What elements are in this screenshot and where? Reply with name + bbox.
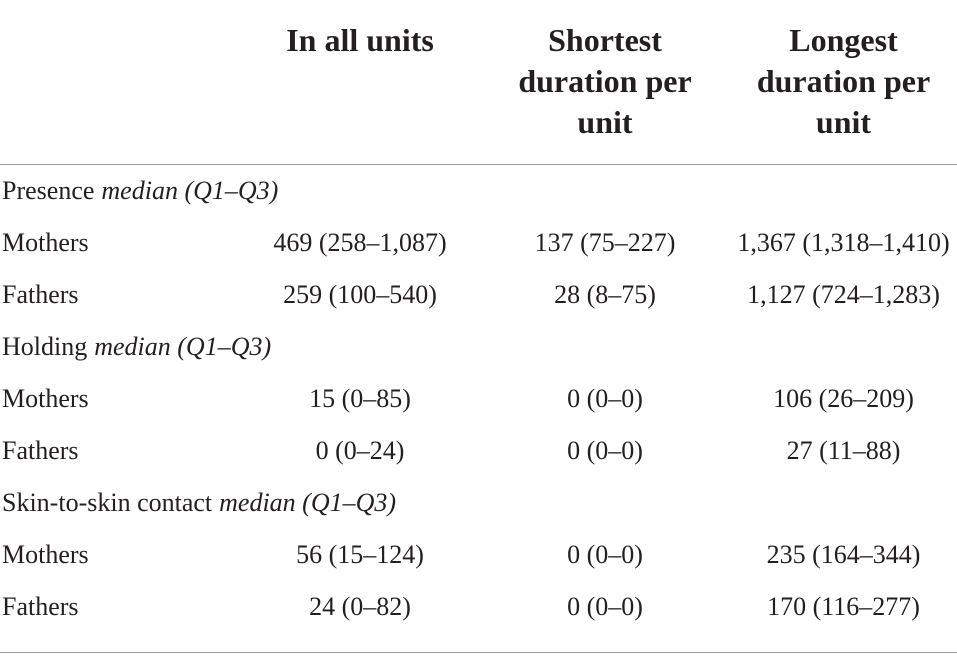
section-row: Presence median (Q1–Q3) (0, 165, 957, 217)
data-cell: 235 (164–344) (766, 540, 921, 569)
row-label: Fathers (2, 592, 79, 621)
section-row: Skin-to-skin contact median (Q1–Q3) (0, 477, 957, 529)
data-cell: 170 (116–277) (767, 592, 920, 621)
section-label: Skin-to-skin contact median (Q1–Q3) (2, 477, 396, 529)
data-cell: 0 (0–0) (567, 436, 643, 465)
data-cell: 24 (0–82) (309, 592, 411, 621)
section-note: median (Q1–Q3) (94, 332, 272, 361)
header-rule (0, 164, 957, 165)
column-header: Longest duration per unit (756, 22, 931, 140)
column-header: In all units (286, 22, 434, 58)
data-cell: 0 (0–24) (315, 436, 405, 465)
section-label: Presence median (Q1–Q3) (2, 165, 278, 217)
data-cell: 0 (0–0) (567, 592, 643, 621)
section-row: Holding median (Q1–Q3) (0, 321, 957, 373)
data-cell: 137 (75–227) (534, 228, 676, 257)
data-cell: 106 (26–209) (773, 384, 914, 413)
row-label: Fathers (2, 280, 79, 309)
data-row: Mothers 469 (258–1,087) 137 (75–227) 1,367 … (0, 217, 957, 269)
row-label: Mothers (2, 228, 89, 257)
data-row: Fathers 24 (0–82) 0 (0–0) 170 (116–277) (0, 581, 957, 633)
data-cell: 15 (0–85) (309, 384, 411, 413)
bottom-rule (0, 652, 957, 653)
row-label: Fathers (2, 436, 79, 465)
data-row: Fathers 259 (100–540) 28 (8–75) 1,127 (724–… (0, 269, 957, 321)
section-label: Holding median (Q1–Q3) (2, 321, 271, 373)
column-header: Shortest duration per unit (518, 22, 692, 140)
row-label: Mothers (2, 540, 89, 569)
data-cell: 1,127 (724–1,283) (747, 280, 940, 309)
data-cell: 0 (0–0) (567, 384, 643, 413)
data-row: Fathers 0 (0–24) 0 (0–0) 27 (11–88) (0, 425, 957, 477)
data-cell: 56 (15–124) (296, 540, 424, 569)
section-title: Skin-to-skin contact (2, 488, 213, 517)
data-cell: 469 (258–1,087) (273, 228, 447, 257)
data-cell: 0 (0–0) (567, 540, 643, 569)
data-cell: 259 (100–540) (283, 280, 437, 309)
section-title: Holding (2, 332, 88, 361)
section-title: Presence (2, 176, 95, 205)
section-note: median (Q1–Q3) (219, 488, 397, 517)
data-cell: 27 (11–88) (786, 436, 901, 465)
data-cell: 28 (8–75) (554, 280, 656, 309)
data-row: Mothers 56 (15–124) 0 (0–0) 235 (164–344) (0, 529, 957, 581)
row-label: Mothers (2, 384, 89, 413)
data-cell: 1,367 (1,318–1,410) (737, 228, 950, 257)
data-row: Mothers 15 (0–85) 0 (0–0) 106 (26–209) (0, 373, 957, 425)
section-note: median (Q1–Q3) (101, 176, 279, 205)
